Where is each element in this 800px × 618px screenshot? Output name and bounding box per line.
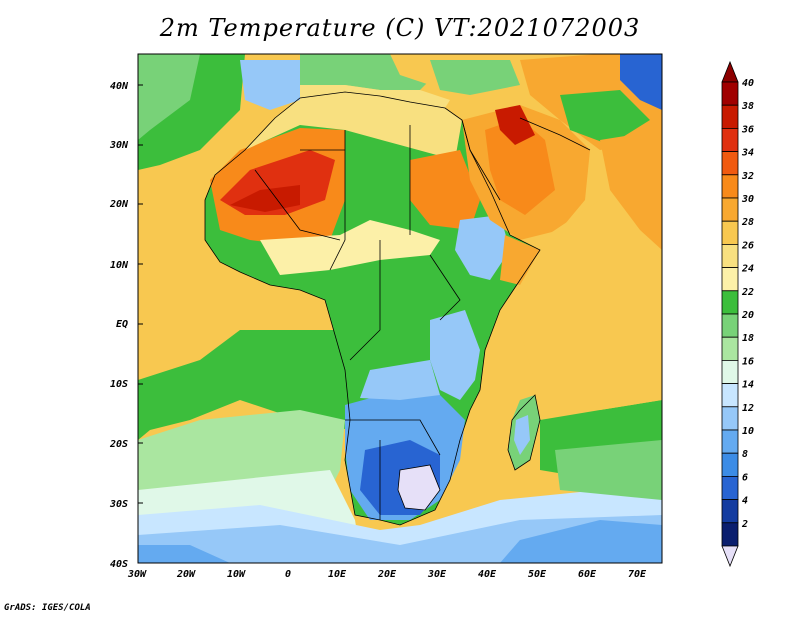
lat-label: 30N <box>109 140 129 151</box>
arabia-hotter <box>485 118 555 215</box>
lon-label: 20E <box>377 569 397 580</box>
colorbar-label: 36 <box>741 124 754 135</box>
colorbar-swatch <box>721 359 739 384</box>
lesotho-coldest <box>398 465 440 510</box>
colorbar-label: 28 <box>741 217 754 228</box>
madagascar-cool <box>514 415 530 455</box>
colorbar-label: 4 <box>742 496 748 507</box>
lat-ticks <box>138 84 143 504</box>
lat-label: 30S <box>109 499 128 510</box>
ocean-indian-south-2 <box>555 440 662 500</box>
colorbar-label: 14 <box>742 380 754 391</box>
colorbar-swatch <box>721 290 739 315</box>
lat-label: 20N <box>109 199 129 210</box>
lat-label: 20S <box>109 439 128 450</box>
temperature-field <box>138 54 662 563</box>
colorbar-label: 24 <box>741 264 754 275</box>
borders <box>204 91 591 526</box>
lon-label: 30W <box>127 569 147 580</box>
colorbar-swatch <box>721 243 739 268</box>
colorbar-labels: 40 38 36 34 32 30 28 26 24 22 20 18 16 14 12 10 8 6 4 2 <box>741 78 754 530</box>
lat-label: EQ <box>116 319 128 330</box>
ocean-north-atlantic-2 <box>138 54 200 140</box>
lon-label: 30E <box>427 569 447 580</box>
colorbar-label: 8 <box>742 449 748 460</box>
colorbar-label: 20 <box>741 310 754 321</box>
lon-label: 50E <box>528 569 547 580</box>
colorbar-swatch <box>721 81 739 106</box>
colorbar-label: 10 <box>742 426 754 437</box>
colorbar-swatch <box>721 383 739 408</box>
colorbar-swatch <box>721 522 739 547</box>
footer-credit: GrADS: IGES/COLA <box>4 603 91 613</box>
north-africa-warm <box>245 92 462 160</box>
colorbar <box>721 60 739 568</box>
anatolia <box>430 60 520 95</box>
colorbar-label: 34 <box>741 148 754 159</box>
colorbar-swatch <box>721 220 739 245</box>
colorbar-swatch <box>721 475 739 500</box>
iran-mixed <box>560 90 650 145</box>
colorbar-label: 18 <box>742 333 754 344</box>
horn-warm <box>500 235 540 285</box>
colorbar-label: 40 <box>742 78 754 89</box>
colorbar-label: 30 <box>741 194 754 205</box>
lat-label: 40N <box>110 81 129 92</box>
lon-label: 20W <box>176 569 196 580</box>
lat-axis-labels: 40N 30N 20N 10N EQ 10S 20S 30S 40S <box>109 81 129 570</box>
lon-label: 0 <box>285 569 291 580</box>
colorbar-label: 32 <box>741 171 754 182</box>
sahara-core <box>230 185 300 212</box>
colorbar-label: 6 <box>742 472 748 483</box>
colorbar-swatch <box>721 127 739 152</box>
lon-label: 70E <box>628 569 647 580</box>
lat-label: 10S <box>110 379 128 390</box>
colorbar-label: 16 <box>742 356 754 367</box>
map-figure: 40N 30N 20N 10N EQ 10S 20S 30S 40S 30W 2… <box>109 53 754 580</box>
ocean-south-4 <box>138 545 230 563</box>
colorbar-swatch <box>721 267 739 292</box>
colorbar-swatch <box>721 499 739 524</box>
lon-label: 10W <box>227 569 246 580</box>
ethiopia-cool <box>455 215 510 280</box>
central-asia-cool <box>620 54 662 110</box>
colorbar-swatch <box>721 313 739 338</box>
colorbar-label: 2 <box>741 519 748 530</box>
colorbar-swatch <box>721 406 739 431</box>
colorbar-label: 12 <box>742 403 754 414</box>
arabian-sea <box>520 200 662 410</box>
colorbar-swatch <box>721 174 739 199</box>
zambia-cool <box>360 360 440 400</box>
colorbar-swatch <box>721 151 739 176</box>
colorbar-label: 22 <box>741 287 754 298</box>
iraq-hottest <box>495 105 535 145</box>
sahel-yellow <box>260 220 440 275</box>
map-frame <box>137 53 663 564</box>
colorbar-swatch <box>721 452 739 477</box>
lon-label: 60E <box>578 569 597 580</box>
lon-label: 40E <box>478 569 497 580</box>
iberia-cool <box>240 60 300 110</box>
pakistan-hot <box>600 130 662 250</box>
eastern-sahara <box>410 150 480 230</box>
east-africa-cool <box>430 310 480 400</box>
map-title: 2m Temperature (C) VT:2021072003 <box>159 14 641 42</box>
lon-label: 10E <box>328 569 347 580</box>
ocean-south-3 <box>500 520 662 563</box>
lat-label: 10N <box>110 260 129 271</box>
colorbar-swatch <box>721 336 739 361</box>
colorbar-swatch <box>721 429 739 454</box>
colorbar-high-arrow <box>721 60 739 83</box>
colorbar-label: 38 <box>741 101 754 112</box>
lat-label: 40S <box>110 559 128 570</box>
colorbar-swatch <box>721 197 739 222</box>
colorbar-swatch <box>721 104 739 129</box>
colorbar-label: 26 <box>741 240 754 251</box>
lon-axis-labels: 30W 20W 10W 0 10E 20E 30E 40E 50E 60E 70… <box>127 569 647 580</box>
colorbar-low-arrow <box>721 545 739 568</box>
